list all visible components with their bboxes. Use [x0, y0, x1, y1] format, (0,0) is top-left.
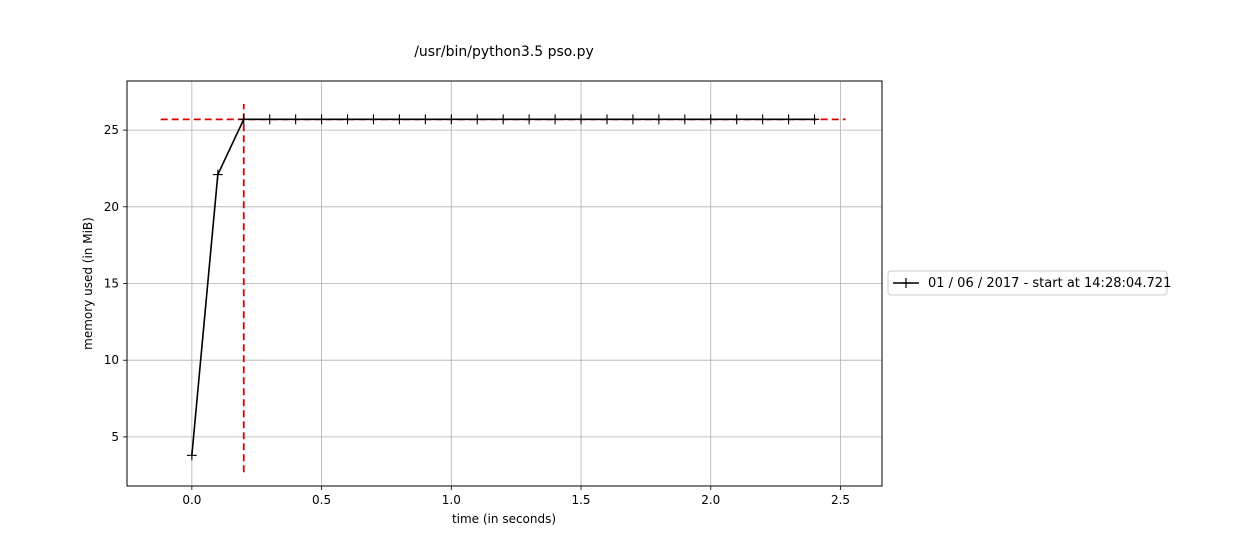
data-point-marker: [705, 114, 716, 125]
x-tick-label: 2.5: [831, 493, 850, 507]
data-point-marker: [757, 114, 768, 125]
data-point-marker: [601, 114, 612, 125]
y-tick-label: 15: [104, 277, 119, 291]
y-tick-label: 20: [104, 200, 119, 214]
data-point-marker: [550, 114, 561, 125]
data-point-marker: [368, 114, 379, 125]
data-point-marker: [264, 114, 275, 125]
legend: 01 / 06 / 2017 - start at 14:28:04.721: [887, 270, 1171, 296]
data-point-marker: [653, 114, 664, 125]
data-point-marker: [290, 114, 301, 125]
data-point-marker: [394, 114, 405, 125]
data-point-marker: [679, 114, 690, 125]
x-axis-label: time (in seconds): [452, 512, 556, 526]
x-tick-label: 0.0: [182, 493, 201, 507]
data-point-marker: [498, 114, 509, 125]
data-point-marker: [731, 114, 742, 125]
x-tick-label: 0.5: [312, 493, 331, 507]
grid-lines: [127, 81, 882, 486]
data-point-marker: [186, 450, 197, 461]
data-point-marker: [576, 114, 587, 125]
data-point-marker: [212, 169, 223, 180]
data-point-marker: [238, 114, 249, 125]
series-layer: [186, 114, 820, 461]
data-point-marker: [316, 114, 327, 125]
legend-label: 01 / 06 / 2017 - start at 14:28:04.721: [928, 276, 1171, 291]
y-axis-label: memory used (in MiB): [81, 217, 95, 350]
data-point-marker: [524, 114, 535, 125]
data-point-marker: [627, 114, 638, 125]
legend-frame: [887, 270, 1168, 296]
data-point-marker: [472, 114, 483, 125]
y-axis-ticks: 5 10 15 20 25: [104, 123, 127, 444]
x-axis-ticks: 0.0 0.5 1.0 1.5 2.0 2.5: [182, 486, 850, 507]
data-point-marker: [342, 114, 353, 125]
y-tick-label: 5: [111, 430, 119, 444]
y-tick-label: 25: [104, 123, 119, 137]
data-point-marker: [420, 114, 431, 125]
chart-title: /usr/bin/python3.5 pso.py: [414, 44, 594, 60]
x-tick-label: 1.5: [571, 493, 590, 507]
x-tick-label: 2.0: [701, 493, 720, 507]
legend-marker-plus: [901, 278, 911, 288]
data-point-marker: [809, 114, 820, 125]
x-tick-label: 1.0: [442, 493, 461, 507]
data-point-marker: [783, 114, 794, 125]
data-point-marker: [446, 114, 457, 125]
y-tick-label: 10: [104, 353, 119, 367]
